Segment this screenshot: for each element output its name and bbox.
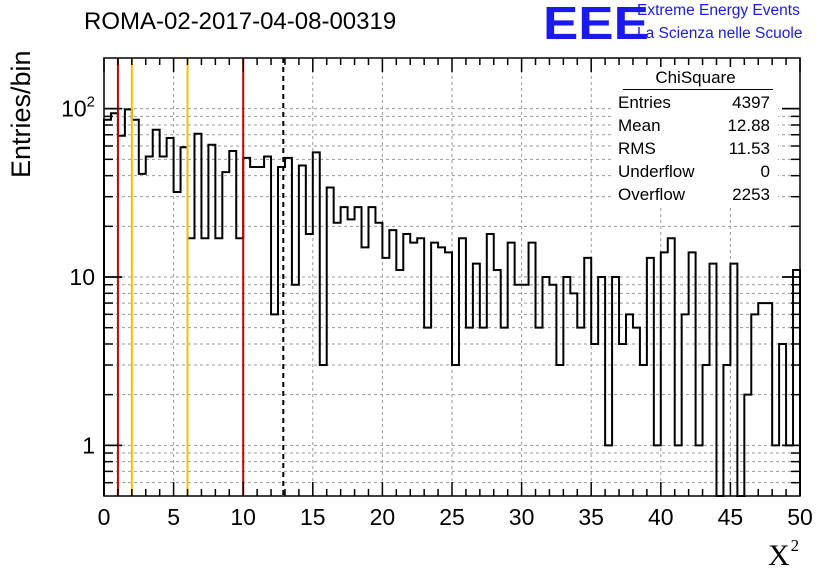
x-tick-label: 45 <box>718 504 744 530</box>
eee-logo: EEE <box>543 0 649 49</box>
x-tick-label: 30 <box>509 504 535 530</box>
stats-box: ChiSquare Entries 4397 Mean 12.88 RMS 11… <box>613 67 778 207</box>
plot-title: ROMA-02-2017-04-08-00319 <box>84 8 397 35</box>
stats-label: Entries <box>618 93 671 112</box>
stats-value: 2253 <box>732 185 770 204</box>
histogram-series <box>103 108 801 497</box>
stats-value: 4397 <box>732 93 770 112</box>
stats-label: Overflow <box>618 185 686 204</box>
stats-label: Underflow <box>618 162 695 181</box>
x-tick-label: 10 <box>230 504 256 530</box>
axes: 0 5 10 15 20 25 30 35 40 45 50 1 10 102 <box>61 57 813 530</box>
y-tick-label: 102 <box>61 94 95 122</box>
stats-label: RMS <box>618 139 656 158</box>
y-tick-label: 10 <box>69 264 95 290</box>
logo-line-1: Extreme Energy Events <box>637 2 800 19</box>
x-tick-label: 35 <box>578 504 604 530</box>
logo-line-2: La Scienza nelle Scuole <box>637 25 803 42</box>
x-axis-label: X2 <box>768 536 799 573</box>
x-tick-label: 20 <box>370 504 396 530</box>
histogram-outline <box>103 108 801 497</box>
stats-label: Mean <box>618 116 661 135</box>
stats-value: 0 <box>760 162 770 181</box>
x-tick-label: 5 <box>167 504 180 530</box>
stats-divider <box>623 89 773 90</box>
y-axis-label: Entries/bin <box>6 50 36 178</box>
x-tick-label: 25 <box>439 504 465 530</box>
x-tick-label: 40 <box>648 504 674 530</box>
x-tick-label: 0 <box>98 504 111 530</box>
x-tick-label: 15 <box>300 504 326 530</box>
stats-value: 11.53 <box>728 139 770 158</box>
y-tick-label: 1 <box>82 432 95 458</box>
x-axis-label-base: X <box>768 539 790 572</box>
stats-value: 12.88 <box>727 116 770 135</box>
x-axis-label-exponent: 2 <box>790 536 800 555</box>
x-tick-label: 50 <box>787 504 813 530</box>
stats-title: ChiSquare <box>655 68 736 87</box>
